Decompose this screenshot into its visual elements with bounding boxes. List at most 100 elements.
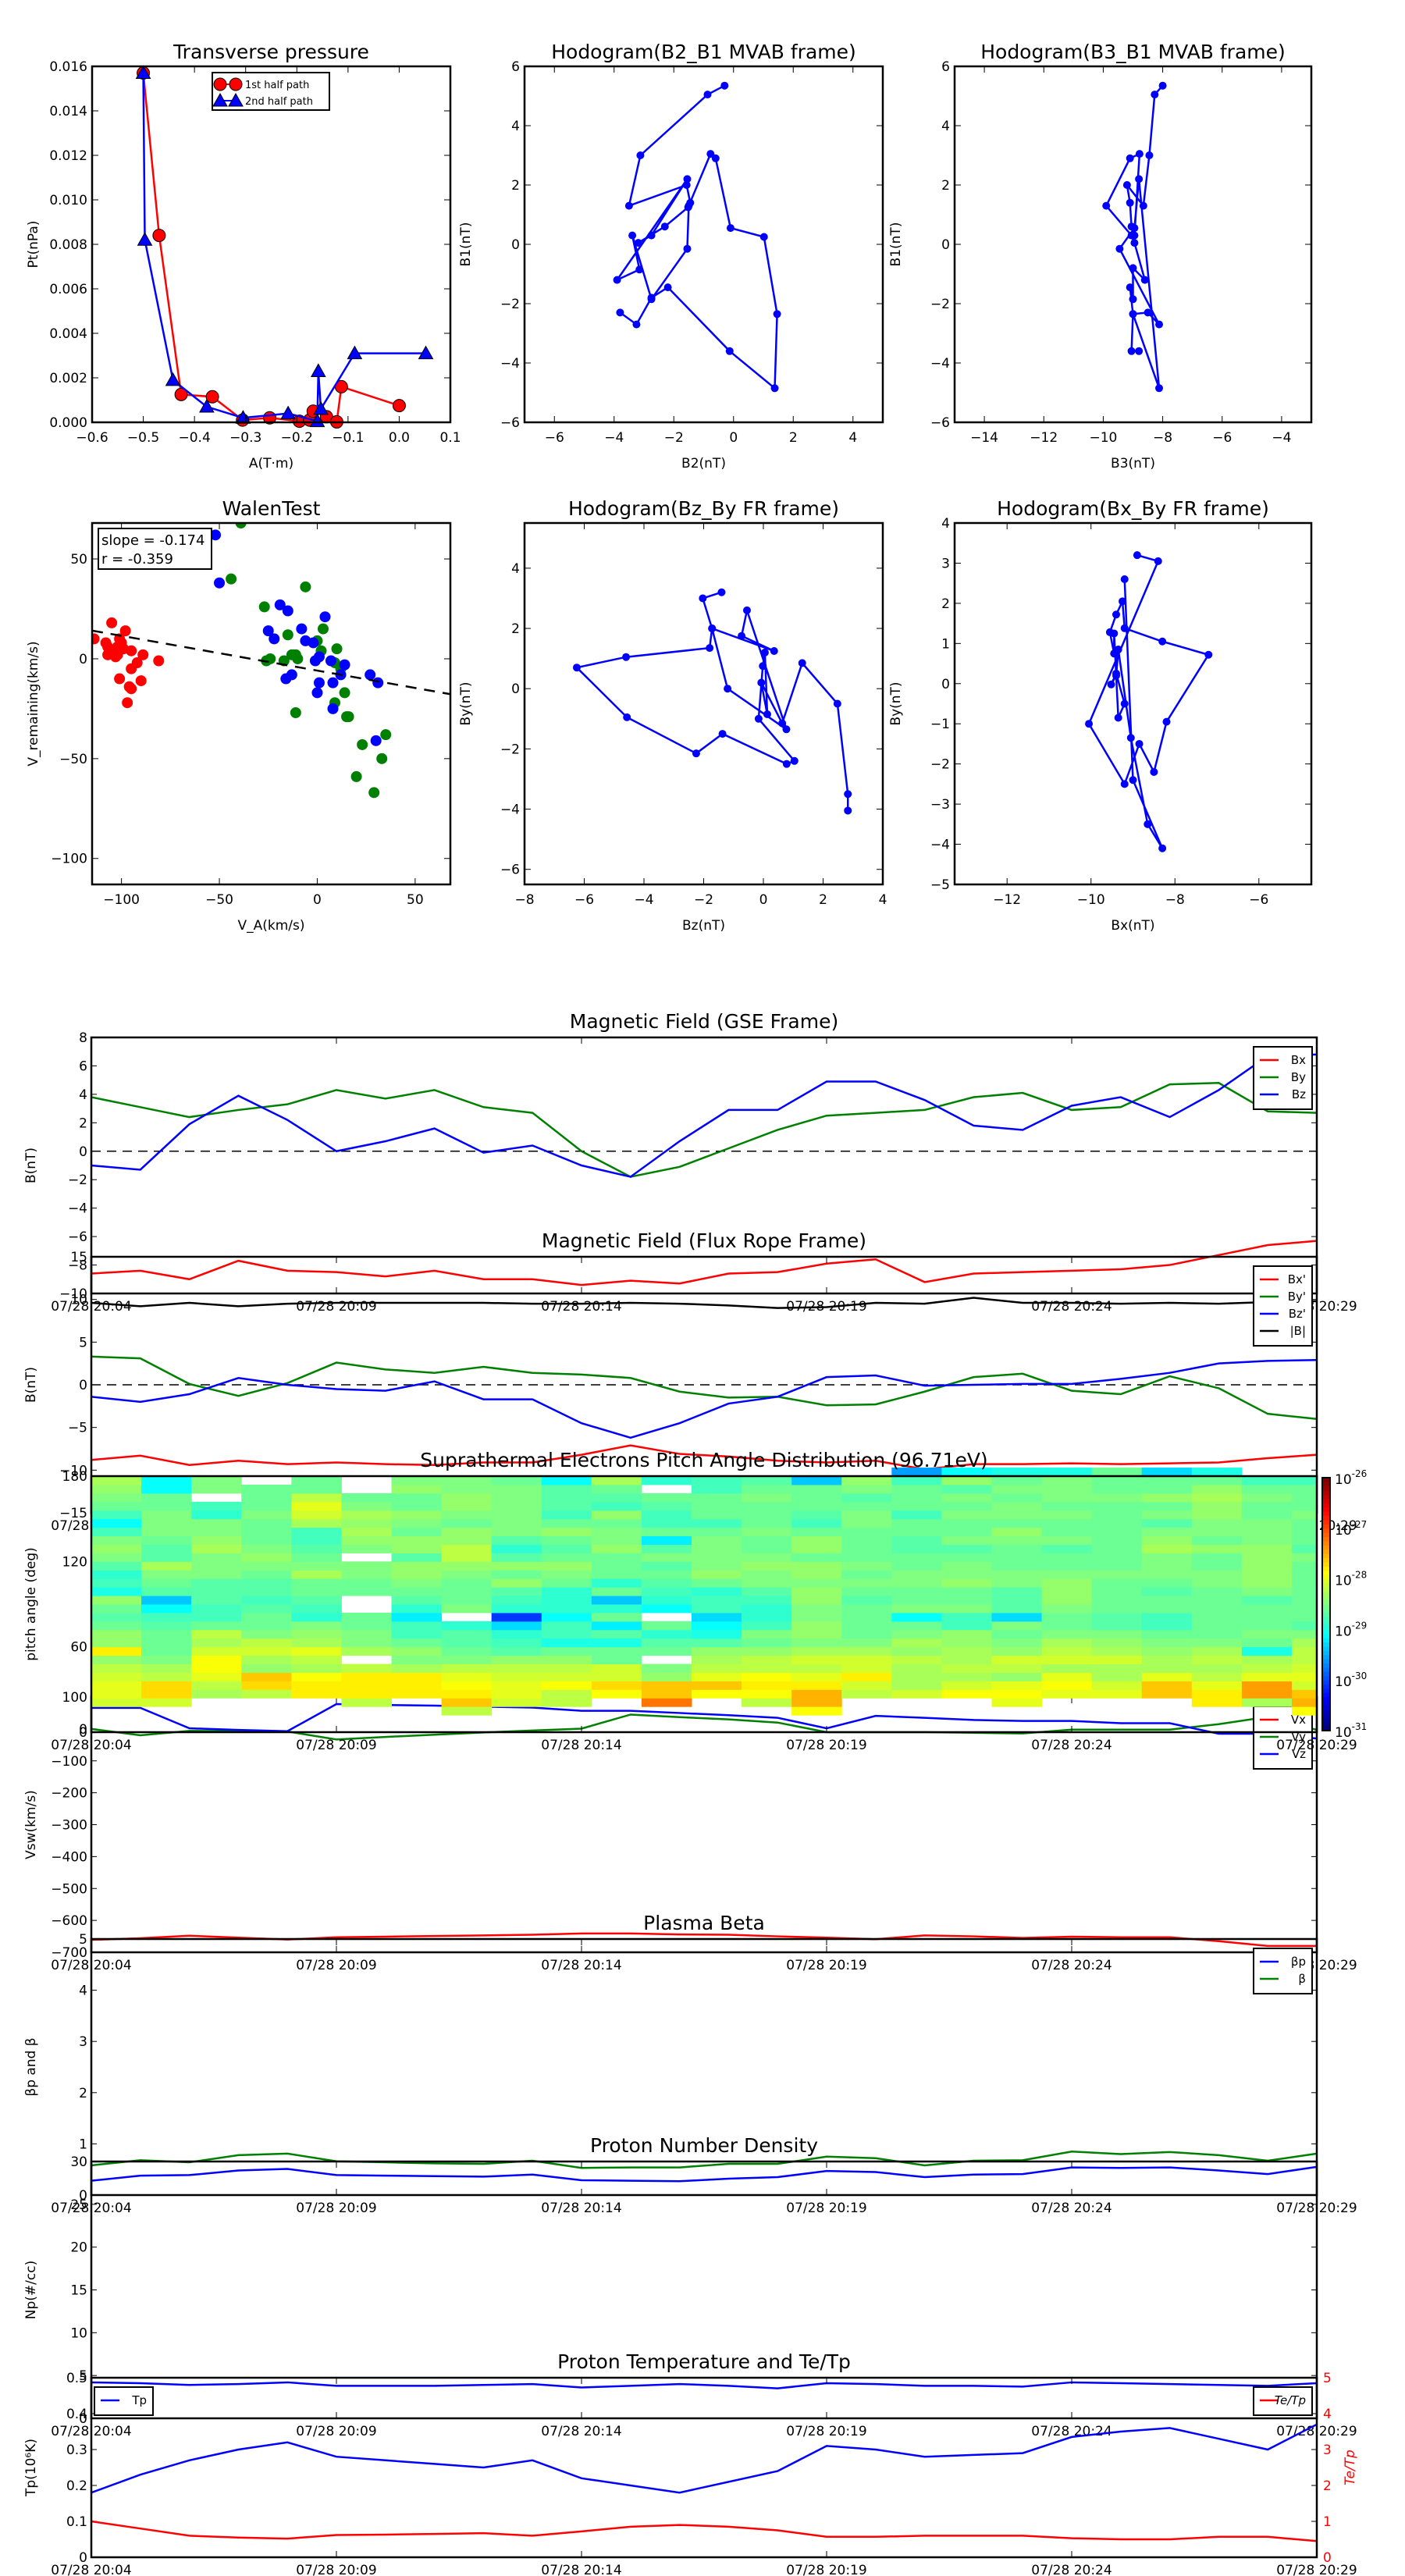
heatmap-cell	[991, 1604, 1043, 1614]
heatmap-cell	[241, 1578, 292, 1588]
heatmap-cell	[591, 1493, 642, 1503]
y-axis-label: By(nT)	[888, 681, 904, 725]
x-tick-label: 07/28 20:19	[786, 2563, 866, 2576]
y-tick-label: 4	[79, 1984, 87, 1999]
heatmap-cell	[141, 1698, 192, 1707]
heatmap-cell	[191, 1655, 242, 1665]
plot-frame	[90, 1475, 1318, 1734]
x-tick-label: −0.2	[281, 430, 313, 446]
heatmap-cell	[1191, 1484, 1243, 1494]
plot-frame	[523, 65, 884, 424]
heatmap-cell	[891, 1621, 942, 1631]
heatmap-cell	[191, 1663, 242, 1673]
plot-frame	[90, 2160, 1318, 2420]
heatmap-cell	[491, 1646, 542, 1656]
heatmap-cell	[591, 1629, 642, 1639]
heatmap-cell	[791, 1527, 842, 1537]
data-point	[339, 659, 350, 671]
data-point	[1112, 671, 1120, 680]
heatmap-cell	[1191, 1596, 1243, 1605]
colorbar-segment	[1322, 1680, 1330, 1685]
heatmap-cell	[891, 1655, 942, 1665]
y-tick-label: 6	[511, 59, 520, 75]
heatmap-cell	[541, 1655, 592, 1665]
heatmap-cell	[441, 1629, 493, 1639]
heatmap-cell	[941, 1493, 992, 1503]
data-point	[717, 588, 726, 596]
heatmap-cell	[841, 1621, 892, 1631]
y-tick-label: −5	[930, 877, 950, 893]
heatmap-cell	[541, 1476, 592, 1485]
heatmap-cell	[441, 1689, 493, 1699]
heatmap-cell	[391, 1672, 443, 1681]
data-point	[1085, 720, 1094, 728]
x-tick-label: −0.1	[332, 430, 364, 446]
heatmap-cell	[1141, 1604, 1193, 1614]
x-tick-label: 07/28 20:19	[786, 2424, 866, 2439]
heatmap-cell	[541, 1689, 592, 1699]
data-point	[135, 675, 147, 687]
heatmap-cell	[841, 1655, 892, 1665]
colorbar-exponent: -28	[1352, 1570, 1368, 1581]
x-tick-label: −0.4	[179, 430, 211, 446]
heatmap-cell	[1241, 1561, 1293, 1571]
colorbar-segment	[1322, 1608, 1330, 1614]
heatmap-cell	[491, 1544, 542, 1553]
heatmap-cell	[691, 1646, 742, 1656]
colorbar-segment	[1322, 1524, 1330, 1529]
heatmap-cell	[1141, 1587, 1193, 1596]
colorbar-tick-label: 10-26	[1335, 1468, 1367, 1488]
heatmap-cell	[1291, 1646, 1318, 1656]
heatmap-cell	[191, 1604, 242, 1614]
heatmap-cell	[441, 1476, 493, 1485]
colorbar-segment	[1322, 1705, 1330, 1710]
heatmap-cell	[691, 1476, 742, 1485]
heatmap-cell	[341, 1501, 392, 1511]
x-tick-label: 07/28 20:09	[296, 1958, 376, 1973]
x-tick-label: 0.0	[389, 430, 410, 446]
heatmap-cell	[441, 1638, 493, 1648]
heatmap-cell	[141, 1587, 192, 1596]
data-point	[290, 707, 301, 719]
heatmap-cell	[441, 1493, 493, 1503]
heatmap-cell	[891, 1476, 942, 1485]
heatmap-cell	[491, 1663, 542, 1673]
heatmap-cell	[691, 1544, 742, 1553]
legend-label: Bz	[1292, 1087, 1306, 1101]
data-point	[1135, 175, 1144, 183]
y-tick-label: 3	[79, 2034, 87, 2050]
heatmap-cell	[141, 1561, 192, 1571]
colorbar-segment	[1322, 1642, 1330, 1647]
data-point	[282, 605, 293, 617]
heatmap-cell	[491, 1612, 542, 1622]
heatmap-cell	[1141, 1646, 1193, 1656]
plot-frame	[91, 521, 452, 886]
data-point	[773, 310, 781, 318]
y-tick-label: 0	[79, 1722, 87, 1738]
heatmap-cell	[1041, 1604, 1093, 1614]
x-tick-label: 07/28 20:14	[541, 2424, 621, 2439]
heatmap-cell	[391, 1535, 443, 1545]
data-point	[262, 625, 274, 637]
heatmap-cell	[1191, 1544, 1243, 1553]
heatmap-cell	[241, 1604, 292, 1614]
series-line-Bx	[91, 1240, 1318, 1286]
heatmap-cell	[391, 1510, 443, 1520]
series-line-By-	[91, 1355, 1318, 1420]
data-point	[685, 201, 693, 210]
heatmap-cell	[742, 1672, 792, 1681]
heatmap-cell	[291, 1596, 342, 1605]
heatmap-cell	[391, 1604, 443, 1614]
y-tick-label: −4	[68, 1201, 87, 1217]
x-tick-label: −4	[634, 892, 653, 908]
heatmap-cell	[991, 1578, 1043, 1588]
heatmap-cell	[441, 1527, 493, 1537]
heatmap-cell	[591, 1510, 642, 1520]
y-tick-label: −2	[68, 1172, 87, 1188]
heatmap-cell	[791, 1638, 842, 1648]
heatmap-cell	[141, 1646, 192, 1656]
y-tick-label: −8	[68, 1258, 87, 1274]
chart-title: Plasma Beta	[643, 1912, 765, 1934]
x-tick-label: −6	[1212, 430, 1232, 446]
heatmap-cell	[491, 1561, 542, 1571]
